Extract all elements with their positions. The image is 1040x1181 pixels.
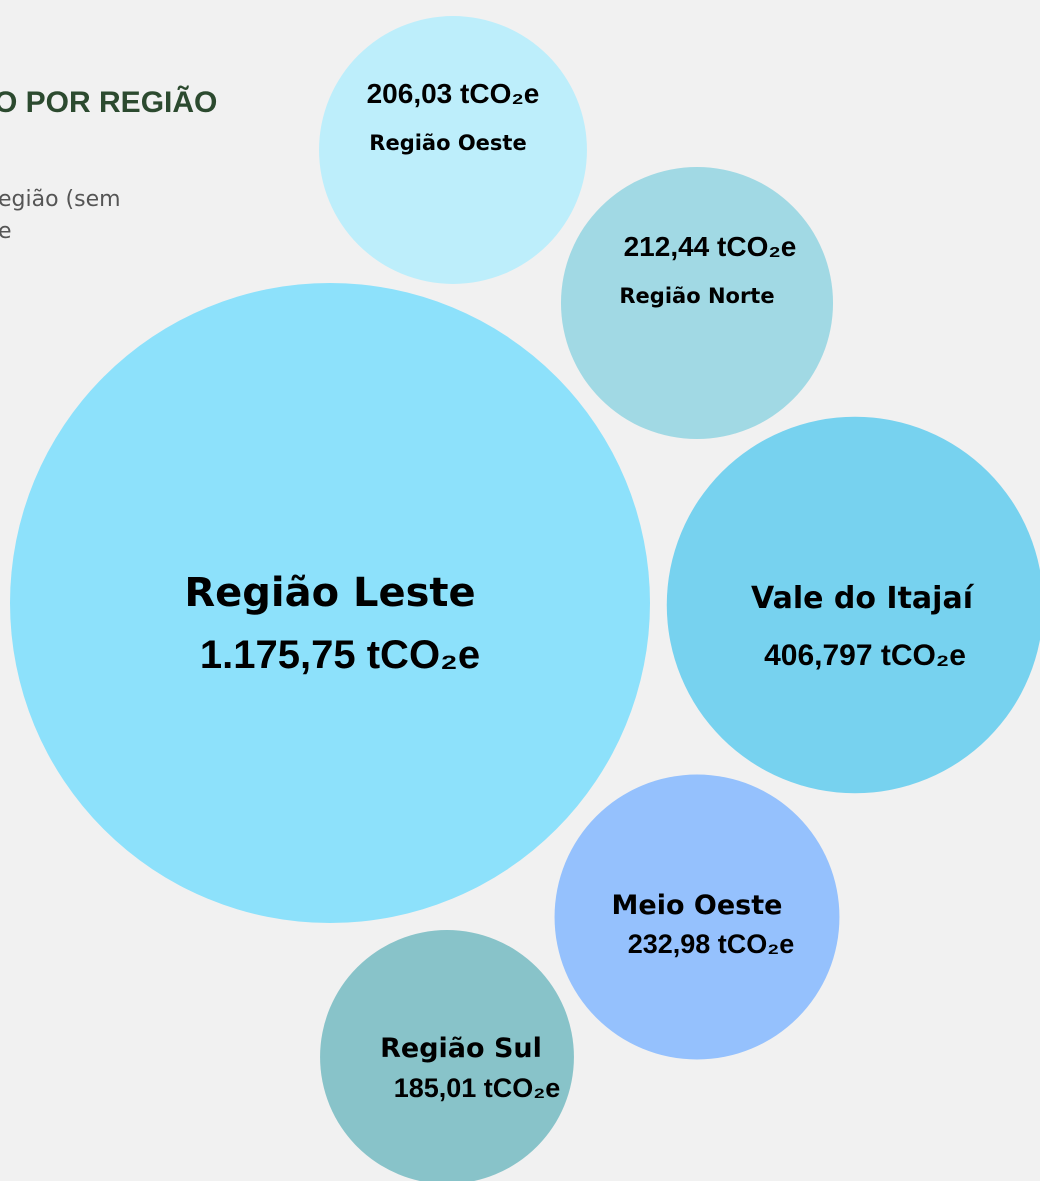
bubble [666, 416, 1040, 794]
value-label: 185,01 tCO₂e [394, 1073, 561, 1103]
bubble-label: Meio Oeste [612, 890, 783, 921]
bubble-label: Região Leste [184, 570, 475, 616]
bubble [554, 774, 840, 1060]
bubble-label: Região Oeste [369, 131, 526, 155]
bubble [10, 283, 650, 923]
bubble-label: Região Norte [619, 284, 774, 308]
value-label: 232,98 tCO₂e [628, 929, 795, 959]
bubble-label: Vale do Itajaí [751, 581, 975, 616]
bubble [560, 166, 834, 440]
value-label: 206,03 tCO₂e [367, 78, 540, 109]
chart-title: O POR REGIÃO [0, 85, 217, 119]
value-label: 1.175,75 tCO₂e [200, 633, 480, 677]
subtitle: egião (sem [0, 187, 121, 212]
subtitle: e [0, 219, 12, 244]
bubble [319, 16, 587, 284]
value-label: 212,44 tCO₂e [624, 231, 797, 262]
bubble [320, 930, 574, 1181]
value-label: 406,797 tCO₂e [764, 639, 966, 672]
bubble-label: Região Sul [380, 1033, 542, 1064]
